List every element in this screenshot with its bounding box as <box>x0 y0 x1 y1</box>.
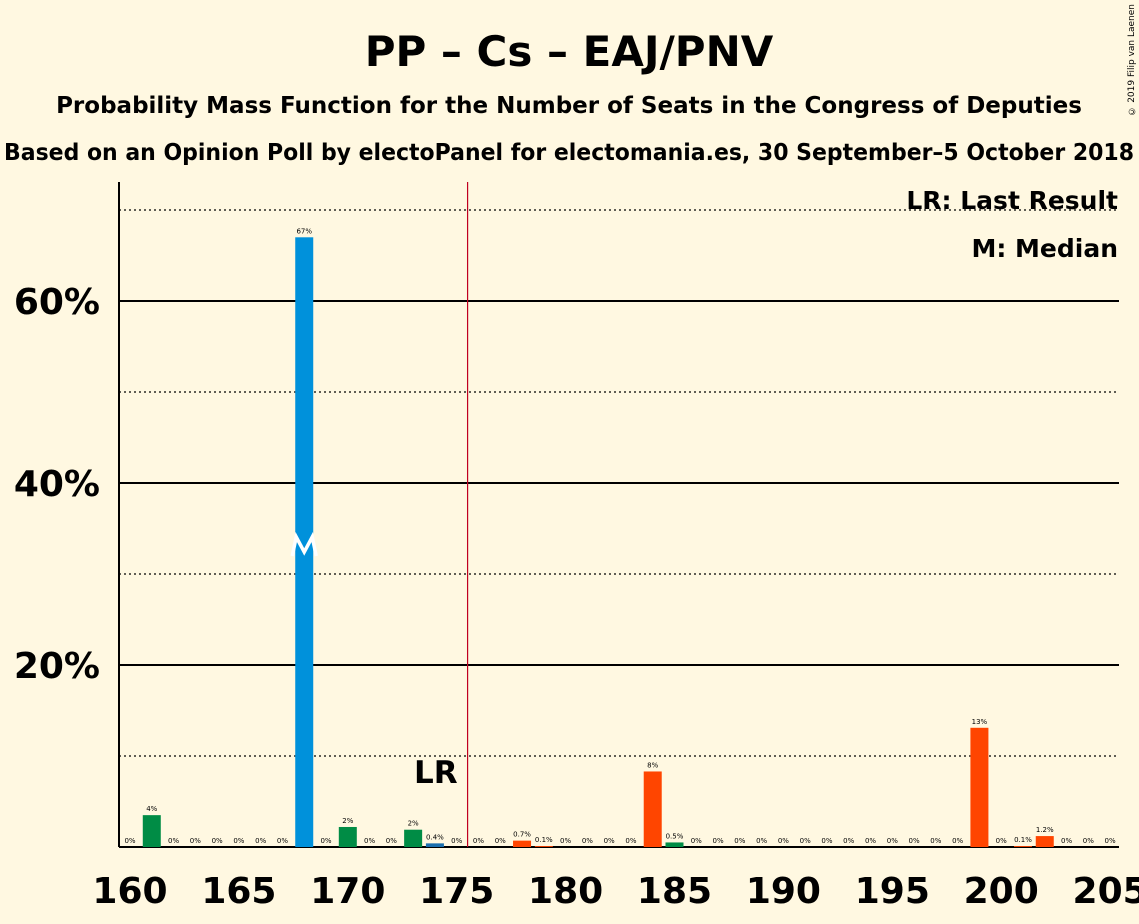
bar-value-label: 0.5% <box>666 832 684 840</box>
bar-value-label: 0% <box>930 837 941 845</box>
gridlines <box>119 209 1119 757</box>
bar-value-label: 0% <box>778 837 789 845</box>
bar-value-label: 13% <box>972 718 988 726</box>
bar-value-label: 0% <box>821 837 832 845</box>
chart-title: PP – Cs – EAJ/PNV <box>365 27 774 76</box>
bar-labels: 0% 4% 0% 0% 0% 0% 0% 0% 67% 0% 2% 0% 0% 2% 0.4% 0% 0% 0% 0… <box>124 227 1116 845</box>
bar-value-label: 0% <box>386 837 397 845</box>
bar-value-label: 0.4% <box>426 833 444 841</box>
bar-value-label: 0% <box>320 837 331 845</box>
y-axis: 20% 40% 60% <box>14 182 120 847</box>
bar-value-label: 67% <box>296 227 312 235</box>
y-tick-label: 20% <box>14 646 100 687</box>
bar-value-label: 8% <box>647 761 658 769</box>
bar <box>404 829 423 847</box>
bar-value-label: 0% <box>713 837 724 845</box>
bar <box>513 840 532 847</box>
bar-value-label: 0% <box>756 837 767 845</box>
bar-value-label: 0% <box>582 837 593 845</box>
y-tick-label: 40% <box>14 464 100 505</box>
bar-value-label: 0% <box>1105 837 1116 845</box>
x-tick-label: 165 <box>201 871 276 912</box>
x-tick-label: 170 <box>310 871 385 912</box>
bar-value-label: 0% <box>604 837 615 845</box>
bar-value-label: 0% <box>124 837 135 845</box>
bar-value-label: 0% <box>560 837 571 845</box>
bar-value-label: 0% <box>495 837 506 845</box>
bar-value-label: 0% <box>996 837 1007 845</box>
bar-value-label: 2% <box>408 820 419 828</box>
bar-value-label: 0.1% <box>1014 836 1032 844</box>
bar-value-label: 0% <box>952 837 963 845</box>
x-tick-label: 160 <box>92 871 167 912</box>
chart-subtitle-2: Based on an Opinion Poll by electoPanel … <box>4 140 1134 166</box>
bar-value-label: 0.1% <box>535 836 553 844</box>
x-tick-label: 190 <box>746 871 821 912</box>
bar <box>970 727 989 847</box>
bar-value-label: 0% <box>734 837 745 845</box>
bars <box>142 237 1054 848</box>
bar <box>643 771 662 847</box>
median-marker <box>290 531 318 557</box>
x-axis: 160 165 170 175 180 185 190 195 200 205 <box>92 846 1139 912</box>
bar-value-label: 0% <box>843 837 854 845</box>
x-tick-label: 180 <box>528 871 603 912</box>
bar-value-label: 0% <box>1061 837 1072 845</box>
bar-value-label: 0% <box>451 837 462 845</box>
bar-value-label: 0% <box>473 837 484 845</box>
bar-value-label: 0% <box>233 837 244 845</box>
bar-value-label: 0% <box>909 837 920 845</box>
bar-value-label: 0% <box>168 837 179 845</box>
bar <box>295 237 314 848</box>
bar <box>425 843 444 847</box>
bar-value-label: 4% <box>146 805 157 813</box>
legend-last-result: LR: Last Result <box>906 186 1118 215</box>
bar-value-label: 0% <box>625 837 636 845</box>
x-tick-label: 200 <box>964 871 1039 912</box>
x-tick-label: 175 <box>419 871 494 912</box>
bar <box>1013 846 1032 847</box>
bar-value-label: 0% <box>277 837 288 845</box>
x-tick-label: 205 <box>1073 871 1139 912</box>
bar-value-label: 0% <box>691 837 702 845</box>
bar-value-label: 0% <box>190 837 201 845</box>
y-tick-label: 60% <box>14 282 100 323</box>
bar <box>665 842 684 847</box>
bar <box>338 826 357 847</box>
bar-value-label: 0% <box>255 837 266 845</box>
bar <box>534 846 553 847</box>
x-tick-label: 195 <box>855 871 930 912</box>
bar-value-label: 0.7% <box>513 831 531 839</box>
bar <box>1035 836 1054 847</box>
annotations: LR <box>290 182 469 847</box>
bar-value-label: 0% <box>887 837 898 845</box>
chart-subtitle-1: Probability Mass Function for the Number… <box>56 93 1082 119</box>
last-result-label: LR <box>414 755 458 791</box>
bar-value-label: 0% <box>865 837 876 845</box>
bar-value-label: 0% <box>1083 837 1094 845</box>
bar <box>142 815 161 847</box>
bar-value-label: 0% <box>800 837 811 845</box>
bar-value-label: 0% <box>212 837 223 845</box>
copyright-notice: © 2019 Filip van Laenen <box>1127 4 1137 116</box>
bar-value-label: 1.2% <box>1036 826 1054 834</box>
x-tick-label: 185 <box>637 871 712 912</box>
bar-value-label: 2% <box>342 817 353 825</box>
bar-value-label: 0% <box>364 837 375 845</box>
legend-median: M: Median <box>971 234 1118 263</box>
